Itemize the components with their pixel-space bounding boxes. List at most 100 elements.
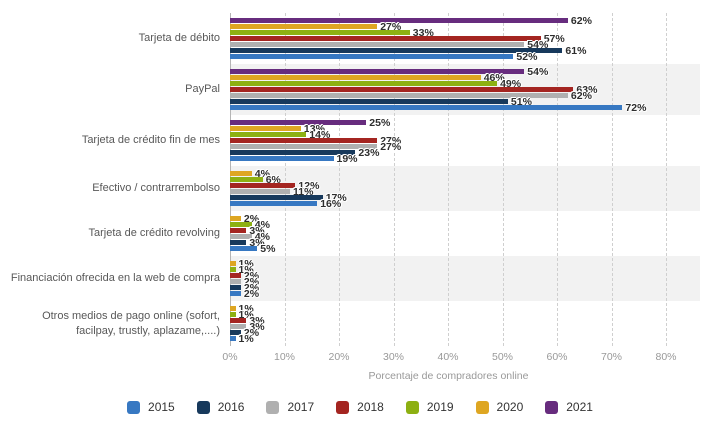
category-band: Otros medios de pago online (sofort, fac… — [0, 301, 720, 346]
bar-2016-3 — [230, 195, 323, 200]
value-label: 2% — [243, 287, 260, 300]
bar-2015-3 — [230, 201, 318, 206]
value-label: 17% — [325, 191, 347, 204]
bar-row: 4% — [230, 168, 700, 179]
value-label: 11% — [293, 185, 314, 198]
bar-row: 23% — [230, 146, 700, 159]
value-label: 2% — [243, 281, 260, 294]
bar-row: 52% — [230, 51, 700, 62]
legend-label: 2021 — [566, 400, 593, 414]
bar-row: 2% — [230, 327, 700, 338]
bar-row: 6% — [230, 174, 700, 185]
bar-2020-4 — [230, 216, 241, 221]
bar-2017-4 — [230, 234, 252, 239]
category-band: Efectivo / contrarrembolso 4% 6% 12% 11% 17% 1… — [0, 166, 720, 211]
x-tick-label: 10% — [273, 351, 296, 363]
bar-row: 33% — [230, 27, 700, 38]
category-band: Tarjeta de débito 62% 27% 33% 57% 54% 61% 52% — [0, 13, 720, 64]
bar-row: 1% — [230, 257, 700, 270]
bar-row: 3% — [230, 237, 700, 248]
x-tick-label: 80% — [655, 351, 677, 363]
bar-row: 62% — [230, 15, 700, 26]
category-band: Tarjeta de crédito revolving 2% 4% 3% 4% 3% 5% — [0, 211, 720, 256]
bar-group: 62% 27% 33% 57% 54% 61% 52% — [230, 13, 700, 64]
x-tick-label: 0% — [222, 351, 238, 363]
bar-2021-0 — [230, 18, 568, 23]
bar-2018-3 — [230, 183, 296, 188]
bar-row: 49% — [230, 78, 700, 89]
legend-label: 2019 — [426, 400, 454, 414]
value-label: 61% — [565, 44, 587, 57]
bar-2016-4 — [230, 240, 247, 245]
bar-2019-2 — [230, 132, 307, 137]
bar-2018-6 — [230, 318, 247, 323]
bar-2017-6 — [230, 324, 247, 329]
bar-row: 17% — [230, 191, 700, 204]
bar-2020-3 — [230, 171, 252, 176]
bar-row: 2% — [230, 213, 700, 224]
bar-row: 11% — [230, 185, 700, 198]
value-label: 3% — [249, 314, 265, 327]
bar-row: 72% — [230, 102, 700, 113]
legend-label: 2017 — [287, 400, 315, 414]
bar-2017-3 — [230, 189, 290, 194]
value-label: 13% — [303, 122, 325, 135]
bar-2015-4 — [230, 246, 258, 251]
value-label: 51% — [510, 95, 532, 108]
bar-2015-1 — [230, 105, 623, 110]
bar-2021-2 — [230, 120, 367, 125]
value-label: 27% — [380, 20, 402, 33]
value-label: 3% — [249, 320, 265, 333]
value-label: 1% — [238, 332, 254, 345]
bar-row: 3% — [230, 314, 700, 327]
bar-2019-1 — [230, 81, 498, 86]
bar-group: 54% 46% 49% 63% 62% 51% 72% — [230, 64, 700, 115]
bar-group: 1% 1% 2% 2% 2% 2% — [230, 256, 700, 301]
bar-row: 25% — [230, 117, 700, 128]
category-label: Efectivo / contrarrembolso — [92, 182, 220, 195]
legend-swatch — [127, 400, 141, 414]
bar-2017-1 — [230, 93, 568, 98]
bar-2018-1 — [230, 87, 574, 92]
value-label: 63% — [576, 83, 598, 96]
legend-item-2017: 2017 — [266, 400, 314, 414]
bar-row: 27% — [230, 20, 700, 33]
bar-2016-2 — [230, 150, 356, 155]
bar-group: 2% 4% 3% 4% 3% 5% — [230, 211, 700, 256]
bar-2020-2 — [230, 126, 301, 131]
x-tick-label: 20% — [328, 351, 350, 363]
bar-row: 5% — [230, 243, 700, 254]
bar-2015-5 — [230, 291, 241, 296]
bar-2015-6 — [230, 336, 236, 341]
legend-label: 2018 — [357, 400, 384, 414]
bar-row: 16% — [230, 198, 700, 209]
value-label: 54% — [527, 38, 549, 51]
value-label: 14% — [309, 128, 331, 141]
legend-swatch — [196, 400, 210, 414]
legend-swatch — [475, 400, 489, 414]
legend-swatch — [336, 400, 350, 414]
category-label: Otros medios de pago online (sofort, fac… — [42, 310, 220, 337]
legend: 2015 2016 2017 2018 2019 2020 2021 — [0, 400, 720, 414]
legend-item-2021: 2021 — [545, 400, 593, 414]
value-label: 2% — [243, 275, 260, 288]
bar-2020-1 — [230, 75, 481, 80]
bar-group: 1% 1% 3% 3% 2% 1% — [230, 301, 700, 346]
bar-group: 25% 13% 14% 27% 27% 23% 19% — [230, 115, 700, 166]
legend-item-2020: 2020 — [475, 400, 523, 414]
value-label: 23% — [358, 146, 380, 159]
legend-item-2018: 2018 — [336, 400, 384, 414]
bar-row: 46% — [230, 72, 700, 83]
legend-swatch — [266, 400, 280, 414]
value-label: 4% — [254, 230, 270, 243]
value-label: 57% — [543, 32, 565, 45]
bar-row: 4% — [230, 230, 700, 243]
bar-row: 12% — [230, 180, 700, 191]
legend-item-2016: 2016 — [196, 400, 244, 414]
category-band: PayPal 54% 46% 49% 63% 62% 51% 72% — [0, 64, 720, 115]
value-label: 19% — [336, 152, 358, 165]
value-label: 1% — [238, 257, 254, 270]
bar-row: 62% — [230, 90, 700, 101]
bar-2018-0 — [230, 36, 541, 41]
